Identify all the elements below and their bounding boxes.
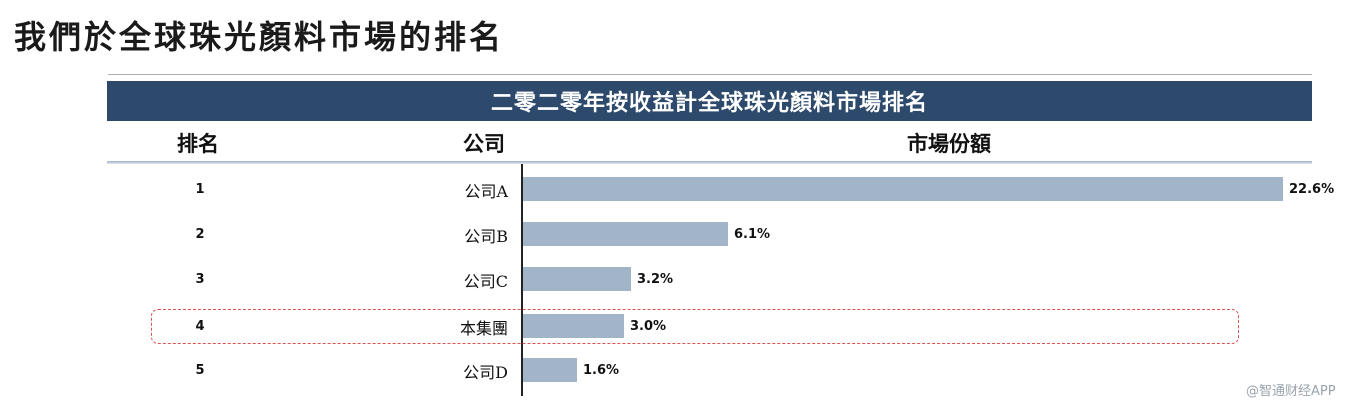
company-label: 公司D (463, 363, 508, 382)
rank-label: 2 (195, 227, 205, 242)
header-divider (107, 161, 1312, 164)
company-label: 公司B (464, 227, 508, 246)
group-highlight-box (151, 309, 1239, 344)
value-label: 3.0% (630, 319, 667, 334)
rank-label: 1 (195, 182, 205, 197)
chart-title-banner: 二零二零年按收益計全球珠光顏料市場排名 (107, 81, 1312, 121)
column-header-rank: 排名 (177, 132, 219, 156)
value-label: 3.2% (637, 272, 674, 287)
watermark: @智通财经APP (1246, 384, 1336, 399)
market-share-bar (523, 358, 577, 382)
column-header-company: 公司 (463, 132, 505, 156)
rank-label: 4 (195, 319, 205, 334)
company-label: 公司A (464, 182, 508, 201)
column-header-market-share: 市場份額 (907, 132, 991, 156)
top-divider (108, 74, 1312, 75)
value-label: 6.1% (734, 227, 771, 242)
market-share-bar (523, 314, 624, 338)
market-share-bar (523, 267, 631, 291)
market-share-bar (523, 222, 728, 246)
rank-label: 5 (195, 363, 205, 378)
rank-label: 3 (195, 272, 205, 287)
category-axis-line (521, 164, 523, 396)
market-share-bar (523, 177, 1283, 201)
value-label: 22.6% (1289, 182, 1335, 197)
page-title: 我們於全球珠光顏料市場的排名 (14, 18, 505, 56)
company-label: 公司C (463, 272, 508, 291)
value-label: 1.6% (583, 363, 620, 378)
company-label: 本集團 (459, 319, 508, 338)
